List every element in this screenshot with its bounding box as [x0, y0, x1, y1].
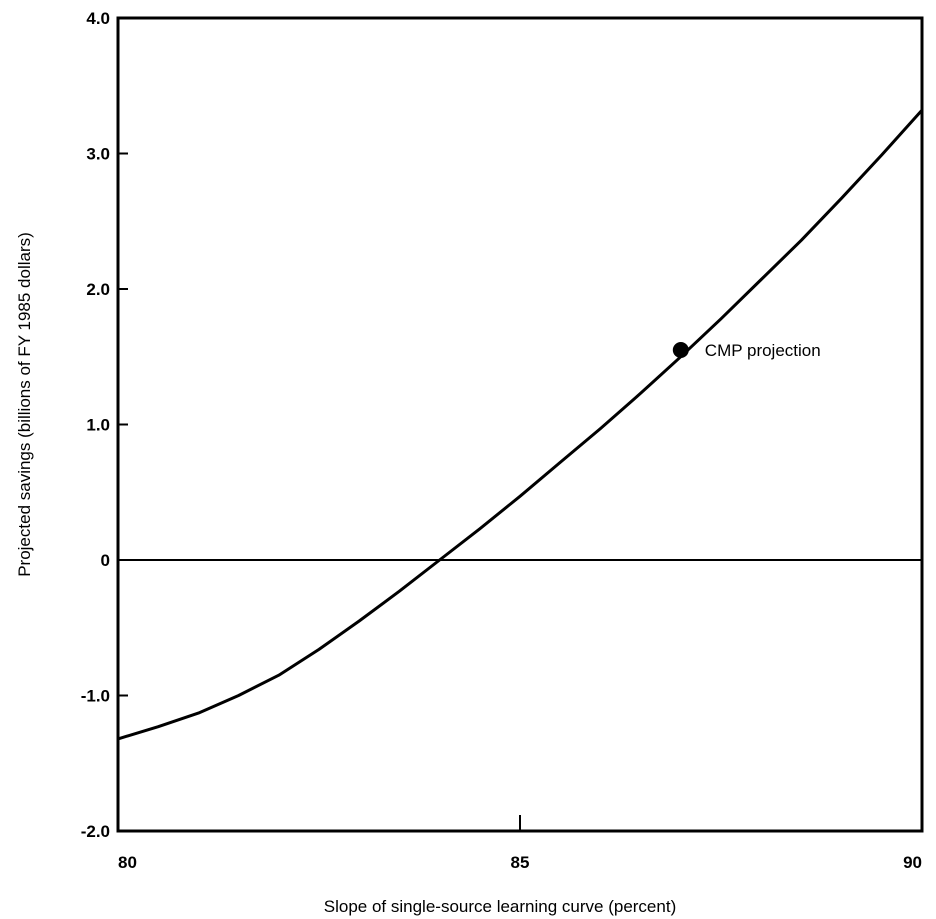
y-tick-label: 2.0: [86, 280, 110, 299]
x-axis-label: Slope of single-source learning curve (p…: [324, 897, 676, 916]
cmp-projection-label: CMP projection: [705, 341, 821, 360]
x-tick-label: 85: [511, 853, 530, 872]
cmp-projection-point: [672, 341, 689, 358]
y-axis-label: Projected savings (billions of FY 1985 d…: [15, 232, 34, 577]
x-tick-label: 80: [118, 853, 137, 872]
y-tick-label: -1.0: [81, 687, 110, 706]
series-group: [117, 109, 924, 741]
y-tick-label: 1.0: [86, 416, 110, 435]
plot-frame: [116, 16, 924, 833]
y-tick-label: 3.0: [86, 145, 110, 164]
savings-curve: [117, 109, 924, 741]
y-tick-label: -2.0: [81, 822, 110, 841]
y-tick-label: 0: [101, 551, 110, 570]
ticks-group: 4.0 3.0 2.0 1.0 0 -1.0 -2.0 80 85 90: [81, 9, 923, 872]
y-tick-label: 4.0: [86, 9, 110, 28]
x-tick-label: 90: [903, 853, 922, 872]
plot-frame-group: [116, 16, 924, 833]
annotation-group: CMP projection: [672, 341, 821, 360]
